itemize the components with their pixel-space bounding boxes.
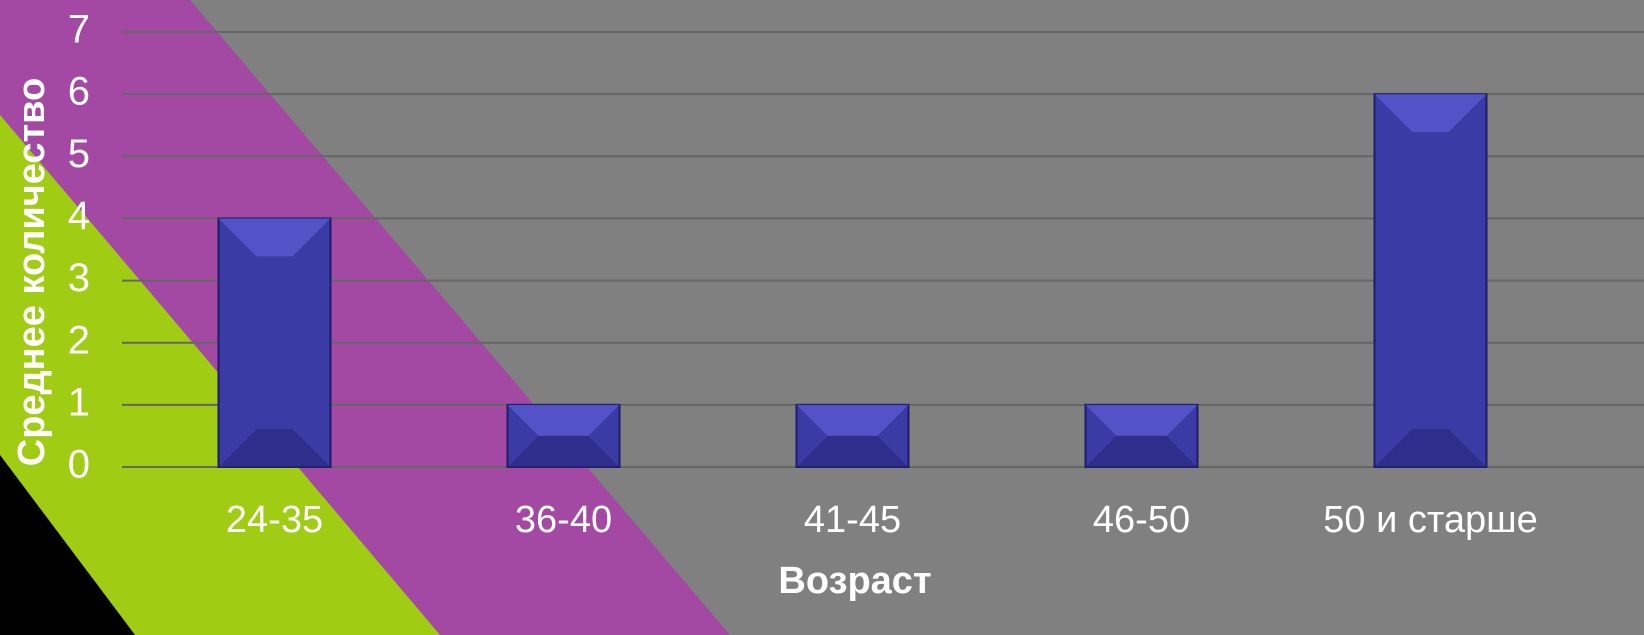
- plot: 0 1 2 3 4 5 6 7 24-35 36-40 41-45 46-50 50 и старше: [68, 8, 1644, 541]
- bar: [1373, 93, 1488, 469]
- x-tick-label: 41-45: [804, 499, 901, 541]
- stripe-black: [0, 455, 135, 635]
- bar-bevel: [507, 435, 620, 467]
- bar-bevel: [1085, 404, 1198, 436]
- stripe-purple: [0, 0, 730, 635]
- bar-bevel: [218, 218, 331, 257]
- bar-bevel: [796, 404, 909, 436]
- bar-bevel: [1374, 429, 1487, 467]
- bar-bevel: [1085, 435, 1198, 467]
- y-axis-title: Среднее количество: [11, 78, 53, 466]
- x-tick-label: 50 и старше: [1323, 499, 1537, 541]
- x-tick-label: 36-40: [515, 499, 612, 541]
- x-tick-label: 46-50: [1093, 499, 1190, 541]
- y-tick-label: 3: [68, 256, 90, 300]
- y-tick-label: 6: [68, 70, 90, 114]
- bar-bevel: [218, 429, 331, 467]
- bar-bevel: [507, 404, 620, 436]
- bar-bevel: [1374, 94, 1487, 133]
- y-tick-label: 0: [68, 443, 90, 487]
- y-tick-label: 2: [68, 318, 90, 362]
- y-tick-label: 1: [68, 380, 90, 424]
- bar: [217, 217, 332, 468]
- y-tick-label: 5: [68, 132, 90, 176]
- x-tick-label: 24-35: [226, 499, 323, 541]
- y-tick-label: 4: [68, 194, 90, 238]
- bar-bevel: [796, 435, 909, 467]
- x-axis-title: Возраст: [778, 560, 931, 602]
- y-tick-label: 7: [68, 8, 90, 52]
